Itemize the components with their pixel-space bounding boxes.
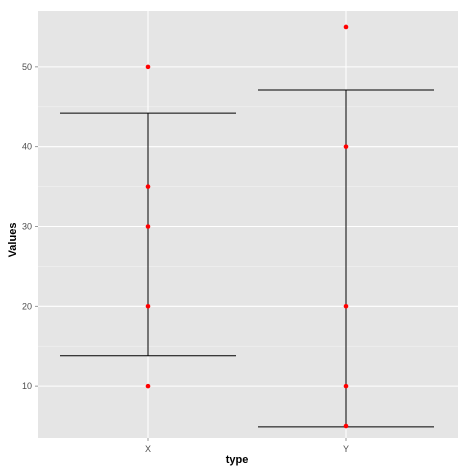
y-tick-label: 10 bbox=[22, 381, 32, 391]
y-tick-label: 40 bbox=[22, 142, 32, 152]
errorbar bbox=[60, 112, 236, 357]
x-axis-title: type bbox=[226, 454, 249, 466]
y-tick-label: 30 bbox=[22, 221, 32, 231]
data-point bbox=[145, 383, 151, 389]
data-point bbox=[343, 24, 349, 30]
data-point bbox=[343, 423, 349, 429]
ticks: 10 20 30 40 50 X Y bbox=[22, 62, 349, 454]
x-tick-label: X bbox=[145, 444, 151, 454]
data-point bbox=[145, 64, 151, 70]
data-point bbox=[343, 383, 349, 389]
data-point bbox=[343, 304, 349, 309]
grid bbox=[38, 11, 458, 438]
data-point bbox=[145, 304, 151, 309]
marks bbox=[60, 24, 434, 429]
x-tick-label: Y bbox=[343, 444, 349, 454]
data-point bbox=[145, 224, 151, 229]
y-tick-label: 20 bbox=[22, 301, 32, 311]
y-axis-title: Values bbox=[7, 223, 19, 258]
plot-panel bbox=[38, 11, 458, 438]
y-tick-label: 50 bbox=[22, 62, 32, 72]
data-point bbox=[145, 184, 151, 189]
data-point bbox=[343, 144, 349, 149]
